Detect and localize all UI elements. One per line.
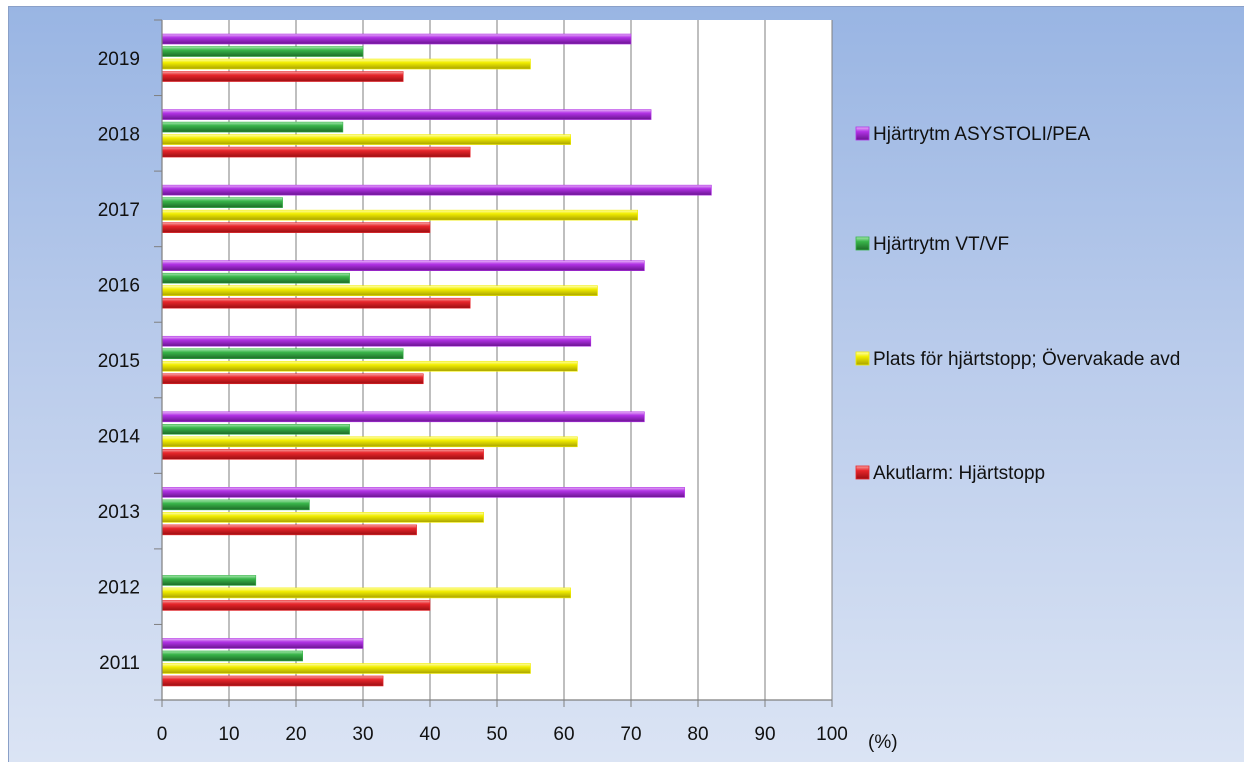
y-tick-label: 2015 [98,351,140,372]
axes [154,19,833,707]
gridlines [228,20,833,700]
bar-2015-series-1 [161,373,424,385]
bar-2017-series-4 [161,184,712,196]
legend-label: Plats för hjärtstopp; Övervakade avd [873,349,1180,370]
bar-2016-series-3 [161,272,350,284]
bar-2014-series-3 [161,424,350,435]
bar-2014-series-4 [161,411,645,423]
y-tick-label: 2014 [98,427,141,448]
bar-2016-series-4 [161,260,645,271]
bar-2015-series-3 [161,348,404,360]
x-tick-label: 100 [816,724,848,745]
bar-2014-series-2 [161,436,578,448]
bar-2013-series-2 [161,512,484,523]
bar-2012-series-3 [161,575,257,586]
x-tick-label: 10 [218,724,239,745]
bar-2017-series-2 [161,209,639,221]
bar-2018-series-1 [161,146,471,158]
x-tick-label: 60 [553,724,574,745]
bar-2019-series-2 [161,58,531,70]
legend-swatch [855,126,870,141]
bar-2015-series-4 [161,335,592,347]
x-tick-labels: 0 10 20 30 40 50 60 70 80 90 100 [157,724,848,745]
x-axis-label: (%) [868,732,898,753]
bar-2019-series-3 [161,46,364,57]
legend: Hjärtrytm ASYSTOLI/PEA Hjärtrytm VT/VF Pla… [855,124,1180,484]
legend-label: Hjärtrytm VT/VF [873,234,1009,255]
x-tick-label: 20 [285,724,306,745]
legend-swatch [855,351,870,366]
bar-2017-series-3 [161,197,283,208]
y-tick-label: 2018 [98,124,140,145]
y-tick-label: 2019 [98,49,140,70]
legend-label: Akutlarm: Hjärtstopp [873,463,1045,484]
x-tick-label: 0 [157,724,168,745]
bar-2018-series-3 [161,121,344,133]
y-tick-label: 2017 [98,200,140,221]
y-tick-label: 2012 [98,578,140,599]
bar-2018-series-2 [161,134,572,145]
legend-swatch [855,236,870,251]
bar-2017-series-1 [161,222,431,233]
y-tick-label: 2011 [99,653,140,674]
bar-2016-series-1 [161,297,471,309]
y-tick-labels: 2011 2012 2013 2014 2015 2016 2017 2018 2019 [98,49,141,674]
x-tick-label: 70 [620,724,641,745]
bar-2011-series-2 [161,663,531,674]
bar-2013-series-1 [161,524,417,536]
bar-2011-series-4 [161,638,364,649]
x-tick-label: 50 [486,724,507,745]
legend-label: Hjärtrytm ASYSTOLI/PEA [873,124,1090,145]
x-tick-label: 40 [419,724,440,745]
y-tick-label: 2016 [98,275,140,296]
y-tick-label: 2013 [98,502,140,523]
bars [161,33,712,687]
bar-2011-series-1 [161,675,384,687]
legend-swatch [855,465,870,480]
x-tick-label: 80 [687,724,708,745]
x-tick-label: 30 [352,724,373,745]
bar-2019-series-1 [161,71,404,82]
bar-2016-series-2 [161,285,598,296]
bar-2018-series-4 [161,109,652,120]
x-tick-label: 90 [754,724,775,745]
bar-2011-series-3 [161,650,303,662]
bar-2012-series-1 [161,600,431,611]
bar-2013-series-3 [161,499,310,511]
bar-2015-series-2 [161,360,578,372]
bar-2014-series-1 [161,449,484,460]
bar-2019-series-4 [161,33,632,45]
bar-2013-series-4 [161,487,685,498]
bar-2012-series-2 [161,587,572,599]
